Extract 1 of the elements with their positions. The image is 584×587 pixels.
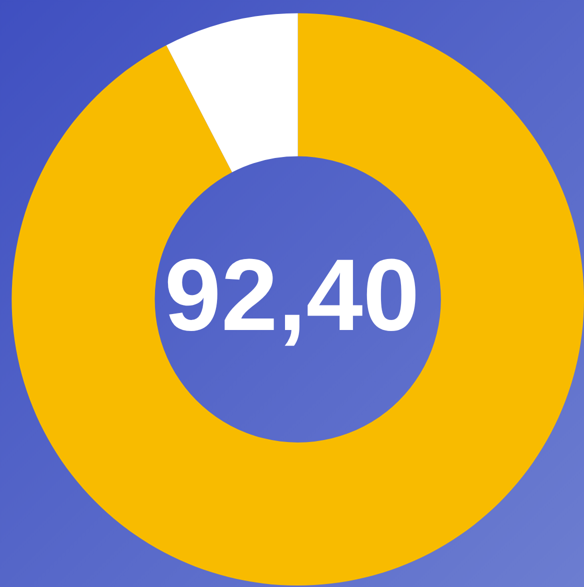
text: 92,40 <box>164 238 420 352</box>
